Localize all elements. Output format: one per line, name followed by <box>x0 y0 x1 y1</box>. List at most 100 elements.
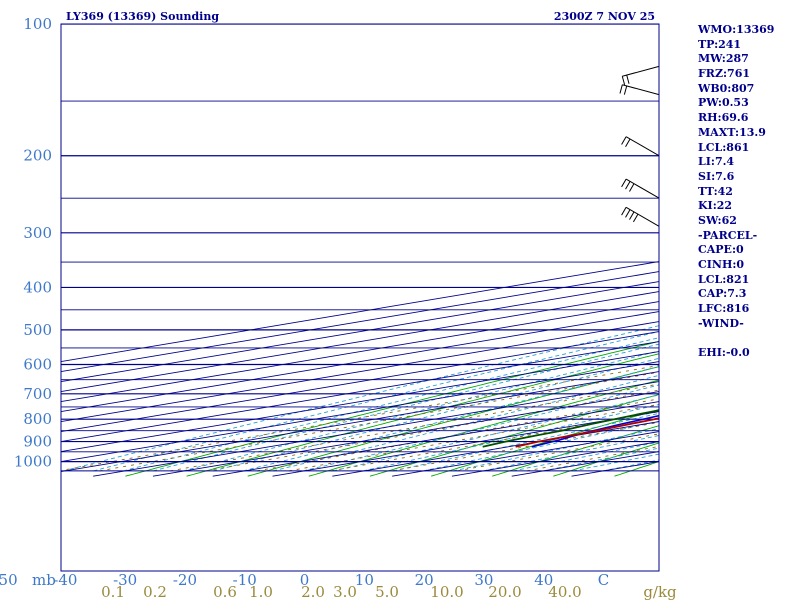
axis-labels: 1002003004005006007008009001000mb-50-40-… <box>0 15 677 600</box>
mixing-ratio-label: 0.1 <box>101 583 125 600</box>
moist-adiabat <box>363 404 659 472</box>
pressure-tick-label: 700 <box>23 385 52 403</box>
barb-flag <box>626 74 630 84</box>
index-item: MAXT:13.9 <box>698 125 766 139</box>
barb-flag <box>623 85 628 95</box>
pressure-tick-label: 600 <box>23 356 52 374</box>
mixing-ratio-line <box>99 371 659 472</box>
index-item: LI:7.4 <box>698 155 735 169</box>
isotherm <box>61 371 659 473</box>
mixing-ratio-label: 10.0 <box>430 583 463 600</box>
moist-adiabat <box>93 331 659 472</box>
barb-staff <box>625 136 660 157</box>
pressure-tick-label: 100 <box>23 15 52 33</box>
pressure-tick-label: 800 <box>23 410 52 428</box>
mixing-ratio-label: 1.0 <box>249 583 273 600</box>
index-item: LCL:821 <box>698 272 750 286</box>
pressure-tick-label: 1000 <box>14 453 52 471</box>
index-item: CINH:0 <box>698 258 745 271</box>
moist-adiabat <box>302 384 659 472</box>
mixing-ratio-label: g/kg <box>643 583 677 600</box>
index-item: WMO:13369 <box>698 23 775 36</box>
barb-flag <box>625 138 631 148</box>
index-item: MW:287 <box>698 52 749 66</box>
index-item: PW:0.53 <box>698 96 749 110</box>
isotherm <box>152 391 659 477</box>
index-item: TP:241 <box>698 37 742 51</box>
barb-staff <box>622 84 660 96</box>
dry-adiabat <box>369 393 659 477</box>
barb-flag <box>629 211 635 220</box>
index-item: CAPE:0 <box>698 243 744 257</box>
mixing-ratio-label: 0.6 <box>213 583 237 600</box>
temperature-tick-label: 0 <box>300 571 310 589</box>
mixing-ratio-label: 3.0 <box>333 583 357 600</box>
pressure-tick-label: 500 <box>23 321 52 339</box>
index-item: SW:62 <box>698 213 737 227</box>
isotherm <box>61 301 659 403</box>
moist-adiabat <box>512 441 659 472</box>
chart-title: LY369 (13369) Sounding <box>66 10 219 23</box>
dry-adiabat <box>492 425 659 477</box>
index-item: CAP:7.3 <box>698 287 747 301</box>
wind-barbs <box>619 65 660 227</box>
isotherm <box>61 331 659 433</box>
pressure-tick-label: 200 <box>23 147 52 165</box>
dry-adiabat <box>247 366 659 477</box>
wind-barb <box>621 178 660 199</box>
barb-flag <box>625 209 631 218</box>
plot-frame <box>60 23 660 572</box>
temperature-tick-label: 20 <box>415 571 434 589</box>
index-item: TT:42 <box>698 184 733 198</box>
moist-adiabat <box>242 366 659 472</box>
isotherm <box>61 351 659 453</box>
dry-adiabat <box>308 379 659 477</box>
barb-staff <box>625 206 660 227</box>
isotherm <box>93 381 659 477</box>
dry-adiabat <box>553 442 659 477</box>
wind-barb <box>621 136 660 157</box>
temperature-tick-label: -40 <box>53 571 77 589</box>
pressure-tick-label: 300 <box>23 224 52 242</box>
mixing-ratio-line <box>61 364 659 471</box>
barb-flag <box>619 84 623 94</box>
pressure-tick-label: 900 <box>23 433 52 451</box>
barb-flag <box>633 213 639 223</box>
barb-flag <box>625 181 631 190</box>
moist-adiabat <box>212 357 659 472</box>
barb-flag <box>629 183 635 192</box>
dry-adiabat <box>186 353 659 477</box>
index-item: LFC:816 <box>698 302 750 316</box>
thermo-grid <box>61 24 659 477</box>
pressure-tick-label: 400 <box>23 278 52 296</box>
mixing-ratio-label: 2.0 <box>301 583 325 600</box>
dry-adiabat <box>430 409 659 477</box>
index-item: -PARCEL- <box>698 228 758 242</box>
wind-barb <box>621 206 660 227</box>
index-item: -WIND- <box>698 316 744 330</box>
index-item <box>698 331 798 346</box>
index-panel: WMO:13369 TP:241 MW:287 FRZ:761 WB0:807 PW:0.… <box>698 23 798 361</box>
moist-adiabat <box>423 420 659 472</box>
temperature-tick-label: -20 <box>173 571 197 589</box>
barb-flag <box>621 76 626 86</box>
index-item: WB0:807 <box>698 81 755 95</box>
mixing-ratio-label: 5.0 <box>375 583 399 600</box>
index-item: RH:69.6 <box>698 111 749 125</box>
index-item: SI:7.6 <box>698 169 735 183</box>
valid-time: 2300Z 7 NOV 25 <box>554 10 655 23</box>
temperature-tick-label: -50 <box>0 571 18 589</box>
profile-traces <box>482 409 659 448</box>
index-item: KI:22 <box>698 199 733 213</box>
isotherm <box>61 311 659 413</box>
temperature-tick-label: 40 <box>534 571 553 589</box>
mixing-ratio-label: 0.2 <box>143 583 167 600</box>
barb-staff <box>622 65 660 77</box>
index-item: EHI:-0.0 <box>698 346 750 360</box>
parcel-trace <box>531 414 659 448</box>
moist-adiabat <box>153 343 659 472</box>
index-item: LCL:861 <box>698 140 750 154</box>
barb-flag <box>621 178 627 188</box>
